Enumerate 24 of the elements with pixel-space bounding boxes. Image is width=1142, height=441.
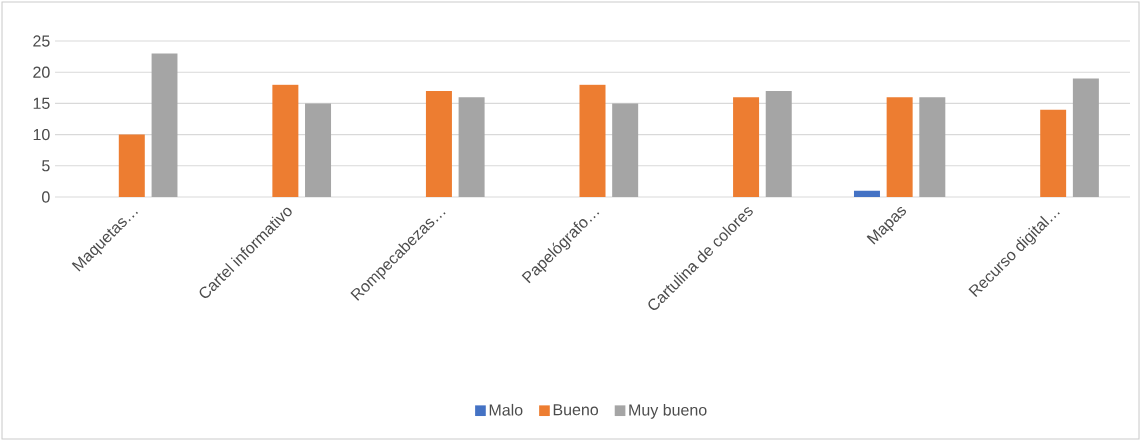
bar bbox=[305, 103, 332, 197]
bar bbox=[733, 97, 760, 197]
y-tick-label: 0 bbox=[42, 191, 50, 203]
bar bbox=[151, 53, 178, 197]
y-tick-label: 25 bbox=[33, 35, 50, 47]
bar bbox=[853, 190, 880, 197]
y-tick-label: 10 bbox=[33, 128, 50, 141]
bar bbox=[425, 90, 452, 197]
bar bbox=[118, 134, 145, 197]
y-tick-label: 15 bbox=[33, 97, 50, 109]
legend-label: Bueno bbox=[553, 404, 599, 416]
bar bbox=[919, 97, 946, 197]
bar bbox=[612, 103, 639, 197]
bar bbox=[272, 84, 299, 197]
y-tick-label: 20 bbox=[33, 66, 50, 78]
legend-label: Muy bueno bbox=[629, 403, 707, 419]
bar bbox=[579, 84, 606, 197]
bar bbox=[886, 97, 913, 197]
bar bbox=[765, 90, 792, 197]
legend-label: Malo bbox=[489, 403, 523, 416]
bar bbox=[1040, 109, 1067, 197]
bar bbox=[1072, 78, 1099, 197]
bar bbox=[458, 97, 485, 197]
y-tick-label: 5 bbox=[42, 160, 50, 172]
